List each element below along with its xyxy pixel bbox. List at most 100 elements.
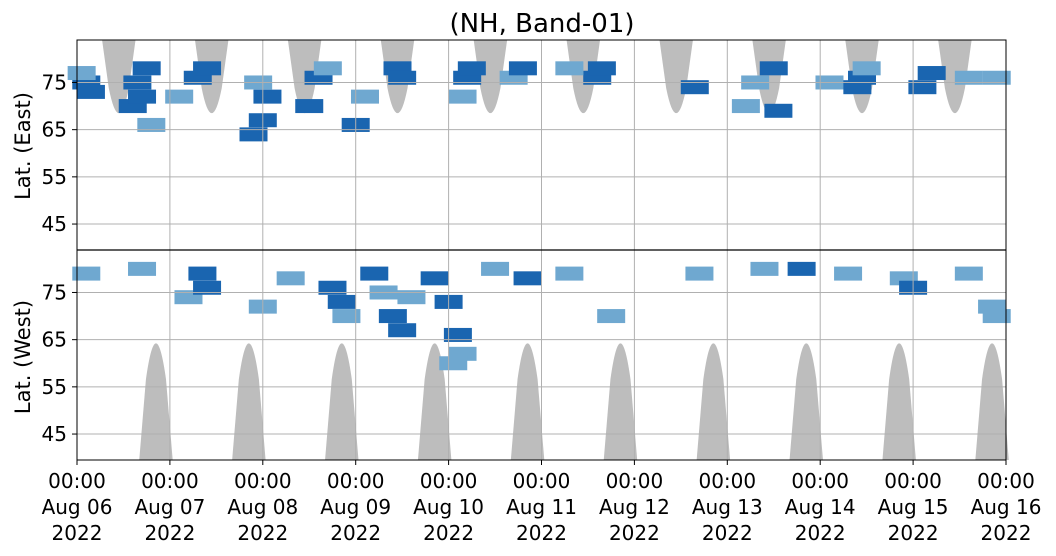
detection-cell-8 [165, 89, 194, 104]
x-tick-label-7-year: 2022 [702, 521, 753, 545]
y-tick-label-west-0: 75 [42, 280, 67, 304]
x-tick-label-5-year: 2022 [516, 521, 567, 545]
detection-cell-42 [954, 70, 983, 85]
detection-cell-10 [193, 61, 222, 76]
detection-cell-26 [508, 61, 537, 76]
detection-cell-63 [481, 261, 510, 276]
x-tick-label-10-time: 00:00 [977, 469, 1035, 493]
detection-cell-46 [188, 266, 217, 281]
y-tick-label-east-1: 55 [42, 165, 67, 189]
detection-cell-56 [388, 323, 417, 338]
detection-cell-15 [295, 99, 324, 114]
detection-cell-62 [439, 356, 468, 371]
x-tick-label-2-date: Aug 08 [227, 495, 298, 519]
x-tick-label-6-time: 00:00 [606, 469, 664, 493]
detection-cell-34 [764, 103, 793, 118]
x-tick-label-6-year: 2022 [609, 521, 660, 545]
detection-cell-41 [982, 70, 1011, 85]
x-tick-label-3-date: Aug 09 [320, 495, 391, 519]
no-data-region-18 [882, 343, 916, 460]
detection-cell-64 [513, 271, 542, 286]
x-tick-label-9-time: 00:00 [884, 469, 942, 493]
x-tick-label-3-year: 2022 [330, 521, 381, 545]
detection-cell-49 [276, 271, 305, 286]
detection-cell-30 [680, 80, 709, 95]
detection-cell-6 [132, 61, 161, 76]
detection-cell-52 [332, 309, 361, 324]
x-tick-label-8-year: 2022 [795, 521, 846, 545]
x-tick-label-10-year: 2022 [981, 521, 1032, 545]
y-tick-label-east-2: 65 [42, 118, 67, 142]
no-data-region-11 [232, 343, 266, 460]
detection-cell-29 [555, 61, 584, 76]
x-tick-label-1-time: 00:00 [141, 469, 199, 493]
detection-cell-51 [327, 294, 356, 309]
detection-cell-2 [67, 66, 96, 81]
y-tick-label-west-2: 55 [42, 375, 67, 399]
y-tick-label-east-0: 45 [42, 212, 67, 236]
detection-cell-57 [397, 290, 426, 305]
detection-cell-43 [72, 266, 101, 281]
no-data-region-17 [789, 343, 823, 460]
x-tick-label-0-date: Aug 06 [42, 495, 113, 519]
x-tick-label-6-date: Aug 12 [599, 495, 670, 519]
chart-title: (NH, Band-01) [449, 9, 634, 39]
x-tick-label-0-time: 00:00 [48, 469, 106, 493]
x-tick-label-7-time: 00:00 [698, 469, 756, 493]
x-tick-label-1-date: Aug 07 [134, 495, 205, 519]
x-tick-label-1-year: 2022 [144, 521, 195, 545]
no-data-region-4 [473, 40, 508, 114]
y-tick-label-east-3: 75 [42, 70, 67, 94]
no-data-region-12 [325, 343, 359, 460]
detection-cell-73 [954, 266, 983, 281]
x-tick-label-2-time: 00:00 [234, 469, 292, 493]
detection-cell-23 [457, 61, 486, 76]
detection-cell-11 [239, 127, 268, 142]
detection-cell-50 [318, 280, 347, 295]
no-data-region-16 [696, 343, 731, 460]
detection-cell-17 [313, 61, 342, 76]
x-tick-label-4-year: 2022 [423, 521, 474, 545]
detection-cell-44 [128, 261, 157, 276]
detection-cell-5 [128, 89, 157, 104]
detection-cell-58 [420, 271, 449, 286]
detection-cell-28 [587, 61, 616, 76]
x-tick-label-5-time: 00:00 [513, 469, 571, 493]
detection-cell-69 [787, 261, 816, 276]
detection-cell-38 [852, 61, 881, 76]
detection-cell-31 [731, 99, 760, 114]
detection-cell-47 [193, 280, 222, 295]
detection-cell-68 [750, 261, 779, 276]
no-data-region-19 [975, 343, 1009, 460]
x-tick-label-0-year: 2022 [52, 521, 103, 545]
y-tick-label-west-3: 45 [42, 422, 67, 446]
detection-cell-75 [982, 309, 1011, 324]
detection-cell-1 [76, 84, 105, 99]
detection-cell-33 [759, 61, 788, 76]
detection-cell-67 [685, 266, 714, 281]
no-data-region-10 [139, 343, 173, 460]
detection-cell-53 [360, 266, 389, 281]
no-data-region-15 [603, 343, 638, 460]
detection-cell-7 [137, 117, 166, 132]
west-ylabel: Lat. (West) [11, 300, 35, 414]
x-tick-label-5-date: Aug 11 [506, 495, 577, 519]
x-tick-label-9-date: Aug 15 [878, 495, 949, 519]
x-tick-label-3-time: 00:00 [327, 469, 385, 493]
x-tick-label-8-time: 00:00 [791, 469, 849, 493]
x-tick-label-2-year: 2022 [237, 521, 288, 545]
detection-cell-70 [834, 266, 863, 281]
detection-cell-40 [917, 66, 946, 81]
no-data-region-13 [417, 343, 452, 460]
no-data-region-14 [510, 343, 545, 460]
no-data-region-6 [659, 40, 693, 114]
detection-cell-24 [448, 89, 477, 104]
x-tick-label-7-date: Aug 13 [692, 495, 763, 519]
y-tick-label-west-1: 65 [42, 328, 67, 352]
detection-cell-60 [443, 327, 472, 342]
detection-cell-21 [388, 70, 417, 85]
x-tick-label-4-date: Aug 10 [413, 495, 484, 519]
detection-cell-39 [908, 80, 937, 95]
